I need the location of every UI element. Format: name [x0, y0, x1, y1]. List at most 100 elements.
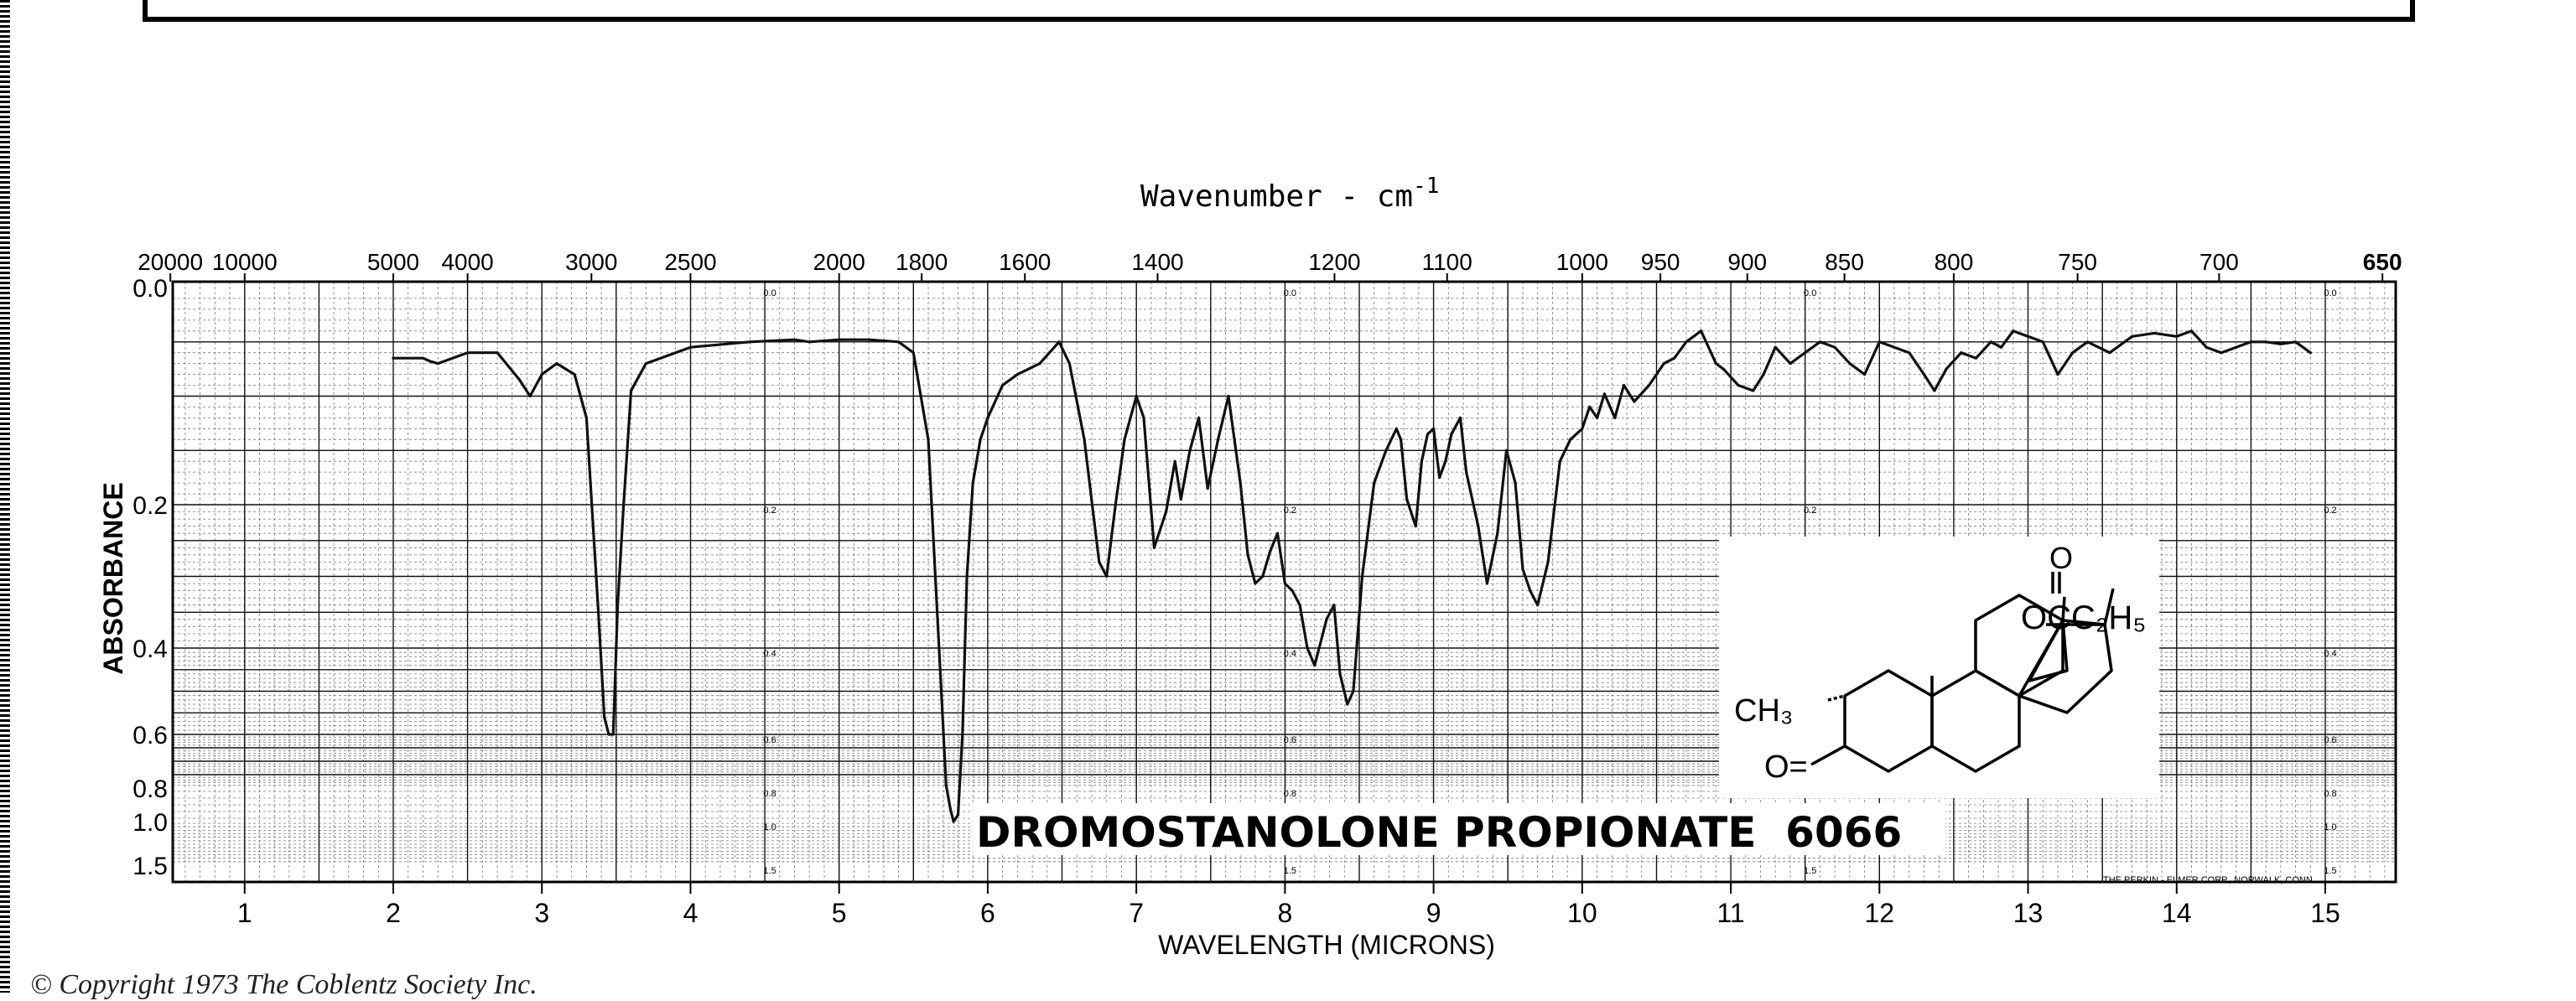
spectrum-point — [1217, 438, 1220, 441]
spectrum-point — [1291, 589, 1294, 593]
top-tick-label: 2500 — [664, 249, 716, 275]
spectrum-point — [1596, 416, 1599, 419]
inner-scale-label: 0.6 — [2324, 735, 2336, 745]
spectrum-point — [2175, 335, 2179, 338]
inner-scale-label: 0.8 — [2324, 789, 2336, 799]
top-tick-label: 850 — [1825, 249, 1864, 275]
spectrum-point — [616, 604, 620, 607]
spectrum-point — [1325, 618, 1328, 621]
spectrum-point — [1863, 373, 1867, 376]
x-tick-label: 14 — [2162, 898, 2192, 928]
spectrum-point — [622, 503, 626, 506]
spectrum-point — [952, 820, 955, 823]
spectrum-point — [1673, 356, 1676, 360]
spectrum-point — [496, 351, 499, 355]
spectrum-point — [1685, 340, 1688, 344]
top-tick-label: 750 — [2058, 249, 2097, 275]
spectrum-point — [2012, 329, 2015, 333]
x-tick-label: 1 — [237, 898, 252, 928]
top-tick-label: 800 — [1935, 249, 1974, 275]
spectrum-point — [1197, 416, 1201, 419]
spectrum-point — [1450, 433, 1453, 436]
spectrum-point — [2220, 351, 2223, 355]
spectrum-point — [1394, 427, 1398, 430]
publisher-credit: THE PERKIN - ELMER CORP., NORWALK, CONN. — [2103, 875, 2315, 885]
spectrum-point — [1275, 532, 1280, 535]
spectrum-point — [1414, 525, 1417, 528]
structure-inset: O OCC₂H₅ CH₃ O= — [1719, 537, 2159, 798]
inner-scale-label: 0.2 — [2324, 506, 2336, 516]
spectrum-point — [2309, 351, 2312, 355]
spectrum-point — [1405, 497, 1409, 501]
x-tick-label: 9 — [1426, 898, 1441, 928]
top-tick-label: 1800 — [896, 249, 948, 275]
inner-scale-label: 0.0 — [1284, 288, 1296, 298]
y-tick-label: 0.0 — [132, 275, 168, 303]
spectrum-point — [1893, 345, 1896, 349]
top-axis-title-text: Wavenumber - cm — [1140, 179, 1413, 214]
spectrum-point — [1458, 416, 1462, 419]
spectrum-point — [1700, 329, 1703, 333]
y-tick-label: 0.8 — [132, 775, 168, 803]
top-tick-label: 2000 — [813, 249, 865, 275]
x-tick-label: 4 — [683, 898, 699, 928]
spectrum-point — [1152, 546, 1156, 549]
top-axis-title: Wavenumber - cm-1 — [1140, 174, 1439, 214]
spectrum-point — [971, 481, 974, 485]
inner-scale-label: 1.5 — [1804, 866, 1816, 876]
spectrum-point — [1269, 550, 1272, 553]
x-tick-label: 8 — [1277, 898, 1292, 928]
spectrum-point — [1360, 574, 1364, 578]
spectrum-point — [927, 438, 930, 441]
y-tick-label: 1.0 — [132, 809, 168, 837]
spectrum-point — [1602, 392, 1606, 396]
spectrum-point — [1346, 703, 1349, 706]
inner-scale-label: 1.0 — [763, 822, 776, 832]
top-tick-label: 950 — [1641, 249, 1680, 275]
spectrum-point — [1123, 438, 1126, 441]
inner-scale-label: 0.8 — [1284, 789, 1296, 799]
top-tick-label: 900 — [1727, 249, 1767, 275]
spectrum-point — [2108, 351, 2111, 355]
top-tick-label: 5000 — [367, 249, 419, 275]
spectrum-point — [1714, 362, 1717, 366]
spectrum-point — [897, 340, 901, 344]
spectrum-point — [1057, 340, 1061, 344]
spectrum-point — [911, 351, 915, 355]
inner-scale-label: 0.0 — [763, 288, 776, 298]
spectrum-point — [2056, 373, 2059, 376]
spectrum-point — [1662, 362, 1665, 366]
y-tick-label: 0.6 — [132, 722, 168, 749]
inner-scale-label: 0.4 — [1284, 649, 1296, 659]
spectrum-point — [1135, 394, 1138, 398]
spectrum-point — [1581, 427, 1584, 430]
spectrum-point — [1332, 604, 1336, 607]
spectrum-point — [1001, 383, 1005, 387]
spectrum-point — [1546, 560, 1550, 564]
spectrum-point — [1246, 553, 1249, 557]
x-tick-label: 7 — [1129, 898, 1144, 928]
spectrum-point — [961, 733, 964, 736]
spectrum-point — [1373, 481, 1376, 485]
y-tick-label: 1.5 — [132, 853, 168, 880]
spectrum-point — [1622, 383, 1626, 387]
spectrum-point — [1432, 427, 1436, 430]
spectrum-point — [1774, 345, 1777, 349]
spectrum-point — [1752, 389, 1755, 392]
spectrum-point — [1569, 438, 1572, 441]
spectrum-point — [1848, 362, 1852, 366]
top-tick-label: 700 — [2199, 249, 2239, 275]
spectrum-point — [2085, 340, 2089, 344]
spectrum-point — [1313, 664, 1317, 667]
spectrum-point — [392, 356, 395, 360]
spectrum-point — [1444, 459, 1447, 463]
left-axis: 0.0 0.2 0.4 0.6 0.8 1.0 1.5 — [132, 275, 168, 880]
spectrum-point — [1038, 362, 1041, 366]
spectrum-point — [1536, 604, 1540, 607]
top-tick-label: 1200 — [1308, 249, 1360, 275]
spectrum-point — [1239, 481, 1242, 485]
x-tick-label: 6 — [980, 898, 995, 928]
spectrum-point — [867, 338, 870, 341]
top-axis: 20000 10000 5000 4000 3000 2500 2000 1800 1600 14… — [138, 249, 2402, 282]
spectrum-point — [1496, 532, 1499, 535]
